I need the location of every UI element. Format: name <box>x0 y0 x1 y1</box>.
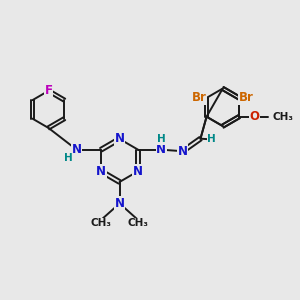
Text: H: H <box>158 134 166 144</box>
Text: H: H <box>64 153 73 163</box>
Text: Br: Br <box>239 92 254 104</box>
Text: N: N <box>178 145 188 158</box>
Text: N: N <box>115 197 124 210</box>
Text: O: O <box>249 110 260 123</box>
Text: F: F <box>44 84 52 98</box>
Text: Br: Br <box>192 92 207 104</box>
Text: CH₃: CH₃ <box>91 218 112 229</box>
Text: N: N <box>115 133 124 146</box>
Text: H: H <box>207 134 216 144</box>
Text: N: N <box>72 143 82 156</box>
Text: N: N <box>96 165 106 178</box>
Text: CH₃: CH₃ <box>273 112 294 122</box>
Text: N: N <box>133 165 143 178</box>
Text: N: N <box>156 143 166 156</box>
Text: CH₃: CH₃ <box>128 218 148 229</box>
